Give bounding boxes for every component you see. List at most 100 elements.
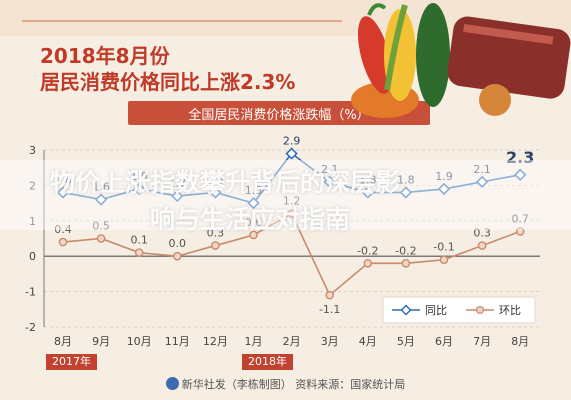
mom-point [58, 237, 68, 247]
x-tick-label: 3月 [321, 335, 339, 348]
yoy-point [133, 182, 146, 196]
x-tick-label: 7月 [473, 335, 491, 348]
footer-text: 新华社发（李栋制图） 资料来源：国家统计局 [181, 378, 406, 391]
year-label-2017: 2017年 [46, 354, 97, 370]
x-tick-label: 6月 [435, 335, 453, 348]
x-tick-label: 8月 [54, 335, 72, 348]
yoy-point [285, 147, 298, 160]
potato-shape [479, 84, 511, 116]
header-rule [22, 20, 342, 22]
x-tick-label: 12月 [203, 335, 228, 348]
mom-data-label: 0.7 [511, 212, 529, 225]
mom-point [96, 234, 106, 243]
yoy-data-label: 1.8 [54, 173, 72, 186]
yoy-data-label: 1.8 [207, 173, 225, 186]
x-tick-label: 5月 [397, 335, 415, 348]
mom-data-label: 0.3 [207, 227, 225, 240]
y-tick-label: 3 [29, 144, 36, 157]
mom-data-label: 0.4 [54, 223, 72, 236]
y-tick-label: -2 [25, 321, 36, 334]
mom-point [401, 258, 411, 268]
mom-data-label: 0.3 [473, 227, 491, 240]
mom-point [363, 258, 373, 268]
legend-yoy-marker [400, 304, 412, 316]
yoy-point [247, 196, 260, 210]
headline-line-2: 响与生活应对指南 [150, 205, 351, 234]
yoy-data-label: 2.3 [506, 148, 534, 167]
mom-point [515, 227, 525, 236]
x-tick-label: 1月 [245, 335, 263, 348]
yoy-point [437, 182, 451, 196]
chart-legend: 同比 环比 [382, 296, 536, 324]
yoy-point [209, 186, 222, 199]
chart-banner-text: 全国居民消费价格涨跌幅（%） [188, 108, 370, 123]
mom-data-label: 0.6 [245, 216, 263, 229]
title-line-2: 居民消费价格同比上涨2.3% [40, 70, 296, 94]
yoy-point [475, 175, 489, 188]
x-tick-label: 8月 [511, 335, 529, 348]
x-tick-label: 2月 [283, 335, 301, 348]
yoy-point [56, 186, 70, 199]
yoy-point [171, 189, 184, 203]
pepper-stem [367, 3, 387, 16]
mom-point [439, 255, 449, 265]
yoy-data-label: 1.6 [92, 181, 110, 194]
mom-point [249, 230, 258, 240]
mom-data-label: -0.2 [395, 244, 416, 257]
yoy-point [323, 175, 336, 188]
headline-overlay [0, 160, 571, 230]
headline-line-1: 物价上涨指数攀升背后的深层影 [50, 168, 401, 197]
mom-data-label: 1.2 [283, 195, 301, 208]
corn-leaf [384, 4, 408, 91]
mom-point [172, 251, 182, 261]
mom-point [325, 290, 335, 300]
footer-credit: 新华社发（李栋制图） 资料来源：国家统计局 [0, 376, 571, 392]
x-tick-label: 10月 [127, 335, 152, 348]
y-tick-label: 1 [29, 215, 36, 228]
legend-label: 同比 [425, 304, 447, 317]
yoy-data-label: 2.9 [283, 135, 301, 148]
pepper-shape [357, 16, 393, 94]
mom-point [477, 241, 487, 250]
mom-data-label: 0.0 [169, 237, 187, 250]
vegetables-illustration [351, 3, 571, 118]
zucchini-shape [416, 3, 450, 107]
legend-box [382, 296, 536, 324]
title-line-1: 2018年8月份 [40, 44, 170, 68]
yoy-data-label: 1.8 [359, 173, 377, 186]
year-label-2018: 2018年 [242, 354, 293, 370]
yoy-point [361, 186, 374, 199]
yoy-data-label: 1.7 [169, 177, 187, 190]
mom-data-label: -0.1 [433, 241, 454, 254]
y-tick-label: 2 [29, 179, 36, 192]
y-tick-label: -1 [25, 286, 36, 299]
yoy-data-label: 1.5 [245, 184, 263, 197]
mom-data-label: -1.1 [319, 303, 340, 316]
yoy-data-label: 2.1 [321, 163, 339, 176]
yoy-data-label: 1.8 [397, 173, 415, 186]
yoy-data-label: 1.9 [130, 170, 148, 183]
legend-label: 环比 [499, 304, 521, 317]
chart-axes: 3 2 1 0 -1 -2 8月 9月 10月 11月 12月 1月 2月 3月 4月 5月 6月 7月 8月 [25, 144, 529, 348]
mom-data-label: 0.1 [130, 234, 148, 247]
meat-fat-stripe [463, 23, 554, 45]
y-tick-label: 0 [29, 250, 36, 263]
x-tick-label: 11月 [165, 335, 190, 348]
xinhua-logo-icon [165, 377, 179, 390]
mom-point [211, 241, 220, 250]
mom-point [134, 248, 144, 257]
yoy-point [514, 168, 527, 181]
mom-data-label: -0.2 [357, 244, 378, 257]
x-tick-label: 4月 [359, 335, 377, 348]
mom-point [287, 209, 296, 219]
legend-mom-marker [475, 305, 485, 315]
yoy-data-label: 1.9 [435, 170, 453, 183]
x-tick-label: 9月 [92, 335, 110, 348]
chart-series: 1.8 1.6 1.9 1.7 1.8 1.5 2.9 2.1 1.8 1.8 1.9 2.1 2.3 0… [54, 135, 534, 317]
yoy-data-label: 2.1 [473, 163, 491, 176]
yoy-point [94, 193, 108, 206]
yoy-point [399, 186, 413, 199]
mom-data-label: 0.5 [92, 220, 110, 233]
